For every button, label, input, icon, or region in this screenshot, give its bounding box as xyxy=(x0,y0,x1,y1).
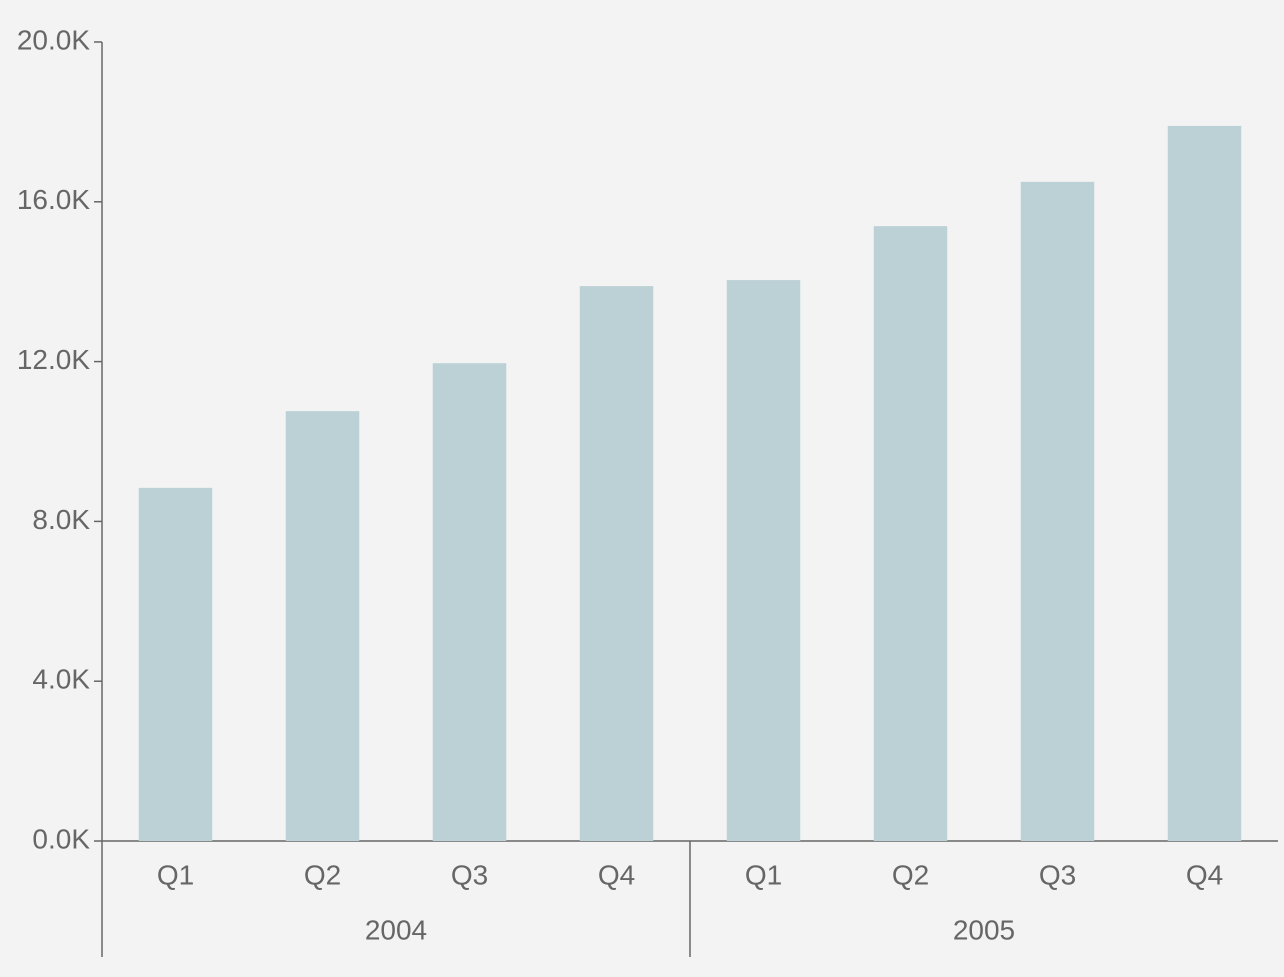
y-tick-label: 16.0K xyxy=(17,184,90,215)
bar xyxy=(1167,125,1242,841)
bar xyxy=(1020,181,1095,841)
bar xyxy=(432,363,507,841)
x-tick-label: Q2 xyxy=(892,859,929,890)
x-tick-label: Q1 xyxy=(745,859,782,890)
y-tick-label: 4.0K xyxy=(32,664,90,695)
x-tick-label: Q4 xyxy=(598,859,635,890)
x-tick-label: Q3 xyxy=(451,859,488,890)
y-tick-label: 0.0K xyxy=(32,823,90,854)
x-tick-label: Q1 xyxy=(157,859,194,890)
x-tick-label: Q2 xyxy=(304,859,341,890)
bar xyxy=(138,487,213,841)
y-tick-label: 20.0K xyxy=(17,24,90,55)
x-group-label: 2004 xyxy=(365,914,427,945)
y-tick-label: 8.0K xyxy=(32,504,90,535)
bar xyxy=(873,226,948,841)
x-group-label: 2005 xyxy=(953,914,1015,945)
y-tick-label: 12.0K xyxy=(17,344,90,375)
x-tick-label: Q4 xyxy=(1186,859,1223,890)
bar xyxy=(285,411,360,841)
bar xyxy=(726,280,801,841)
x-tick-label: Q3 xyxy=(1039,859,1076,890)
bar xyxy=(579,286,654,842)
